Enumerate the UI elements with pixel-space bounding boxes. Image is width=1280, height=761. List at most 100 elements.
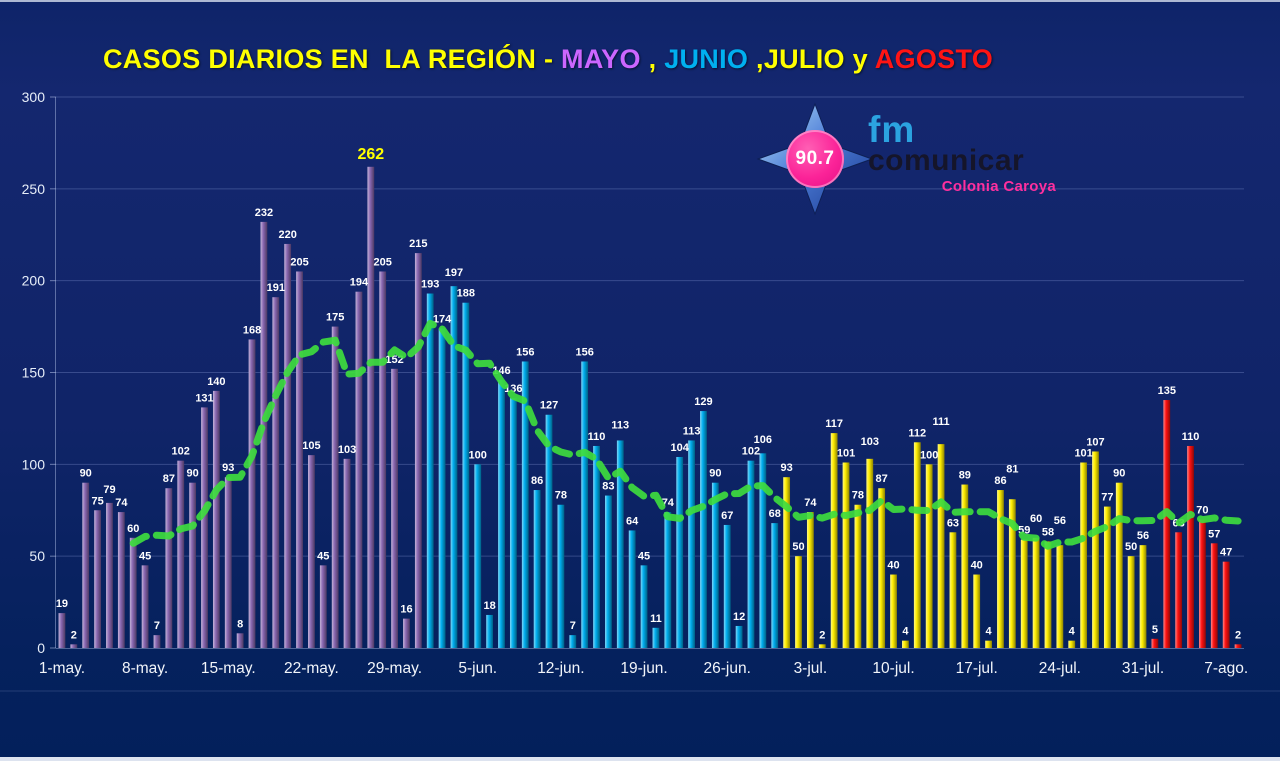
y-tick-label: 250 xyxy=(22,181,46,197)
bar-value-label: 232 xyxy=(255,207,273,219)
bar-julio-day3 xyxy=(806,512,814,648)
bar-mayo-day23 xyxy=(319,565,327,648)
bar-value-label: 64 xyxy=(626,515,639,527)
y-tick-label: 0 xyxy=(37,640,45,656)
page-title: CASOS DIARIOS EN LA REGIÓN - MAYO , JUNI… xyxy=(103,44,993,75)
bar-value-label: 45 xyxy=(317,550,329,562)
bar-value-label: 220 xyxy=(278,229,296,241)
bar-junio-day19 xyxy=(640,565,648,648)
bar-value-label: 78 xyxy=(555,490,567,502)
bar-mayo-day28 xyxy=(379,271,387,648)
bar-value-label: 205 xyxy=(290,256,308,268)
frequency-text: 90.7 xyxy=(795,148,835,169)
bar-julio-day19 xyxy=(997,490,1004,648)
bar-value-label: 83 xyxy=(602,481,614,493)
bar-value-label: 103 xyxy=(861,436,879,448)
x-tick-label: 7-ago. xyxy=(1204,660,1248,677)
bar-agosto-day4 xyxy=(1187,445,1194,648)
bar-value-label: 101 xyxy=(837,447,855,459)
bar-junio-day11 xyxy=(545,414,553,648)
bar-mayo-day21 xyxy=(296,271,303,648)
bar-julio-day27 xyxy=(1092,451,1099,648)
bar-value-label: 90 xyxy=(1113,468,1125,480)
bar-value-label: 60 xyxy=(1030,513,1042,525)
bar-value-label: 262 xyxy=(357,146,384,163)
trend-line-moving-average xyxy=(129,319,1242,550)
bar-junio-day18 xyxy=(628,530,636,648)
title-part-2: , xyxy=(640,44,665,74)
bar-julio-day17 xyxy=(973,574,981,648)
bar-value-label: 5 xyxy=(1152,624,1158,636)
fm-comunicar-logo: 90.7 fm comunicar Colonia Caroya xyxy=(756,102,1056,220)
bar-julio-day12 xyxy=(913,442,921,648)
bar-value-label: 87 xyxy=(163,473,175,485)
bar-junio-day5 xyxy=(474,464,482,648)
bar-junio-day27 xyxy=(735,625,743,648)
bar-julio-day6 xyxy=(842,462,850,648)
bar-value-label: 7 xyxy=(570,620,576,632)
bar-julio-day8 xyxy=(866,458,874,648)
bar-value-label: 197 xyxy=(445,267,463,279)
bar-value-label: 174 xyxy=(433,313,452,325)
bar-value-label: 102 xyxy=(172,446,190,458)
bar-mayo-day4 xyxy=(94,510,101,648)
bar-value-label: 131 xyxy=(195,392,213,404)
bar-mayo-day26 xyxy=(355,291,363,648)
x-tick-label: 15-may. xyxy=(201,660,256,677)
bar-julio-day24 xyxy=(1056,545,1064,648)
bar-value-label: 105 xyxy=(302,440,320,452)
bar-junio-day25 xyxy=(711,482,719,648)
bar-mayo-day2 xyxy=(70,644,78,648)
bar-value-label: 40 xyxy=(887,560,899,572)
bar-value-label: 45 xyxy=(139,550,151,562)
bar-mayo-day5 xyxy=(106,502,113,648)
bar-value-label: 4 xyxy=(902,626,909,638)
bar-julio-day26 xyxy=(1080,462,1088,648)
bar-junio-day4 xyxy=(462,302,470,648)
bar-agosto-day7 xyxy=(1222,561,1230,648)
bar-mayo-day18 xyxy=(260,221,268,649)
bar-julio-day21 xyxy=(1020,539,1028,648)
bar-julio-day5 xyxy=(830,433,838,648)
bar-value-label: 110 xyxy=(1182,431,1200,443)
bar-mayo-day1 xyxy=(58,613,66,648)
bar-value-label: 81 xyxy=(1006,464,1018,476)
bar-junio-day26 xyxy=(723,524,731,648)
bar-value-label: 101 xyxy=(1074,447,1092,459)
x-tick-label: 3-jul. xyxy=(794,660,828,677)
title-part-4: ,JULIO xyxy=(748,44,845,74)
bar-value-label: 104 xyxy=(671,442,690,454)
frequency-badge: 90.7 xyxy=(786,130,844,188)
bar-value-label: 56 xyxy=(1137,530,1149,542)
bar-value-label: 58 xyxy=(1042,526,1054,538)
bar-value-label: 47 xyxy=(1220,547,1232,559)
bar-junio-day17 xyxy=(616,440,624,648)
bar-value-label: 57 xyxy=(1208,528,1220,540)
bar-junio-day1 xyxy=(426,293,434,648)
bar-mayo-day9 xyxy=(153,635,161,648)
bar-value-label: 103 xyxy=(338,444,356,456)
bar-julio-day9 xyxy=(878,488,886,648)
bar-value-label: 68 xyxy=(769,508,781,520)
bar-value-label: 86 xyxy=(994,475,1006,487)
bar-agosto-day5 xyxy=(1199,519,1206,648)
bar-mayo-day31 xyxy=(414,253,422,648)
bar-julio-day7 xyxy=(854,504,862,648)
bar-junio-day30 xyxy=(771,523,779,648)
bar-value-label: 107 xyxy=(1086,436,1104,448)
title-part-0: CASOS DIARIOS EN LA REGIÓN - xyxy=(103,44,562,74)
bar-julio-day15 xyxy=(949,532,957,648)
bar-junio-day12 xyxy=(557,504,565,648)
bar-junio-day3 xyxy=(450,286,458,648)
bar-value-label: 19 xyxy=(56,598,68,610)
x-tick-label: 31-jul. xyxy=(1122,660,1164,677)
bar-mayo-day19 xyxy=(272,297,280,648)
bar-julio-day22 xyxy=(1032,537,1040,648)
bar-mayo-day14 xyxy=(212,390,220,648)
title-part-6: AGOSTO xyxy=(874,44,994,74)
bar-junio-day23 xyxy=(688,440,695,648)
y-tick-label: 150 xyxy=(22,365,46,381)
bar-value-label: 111 xyxy=(932,416,949,428)
title-part-3: JUNIO xyxy=(664,44,749,74)
